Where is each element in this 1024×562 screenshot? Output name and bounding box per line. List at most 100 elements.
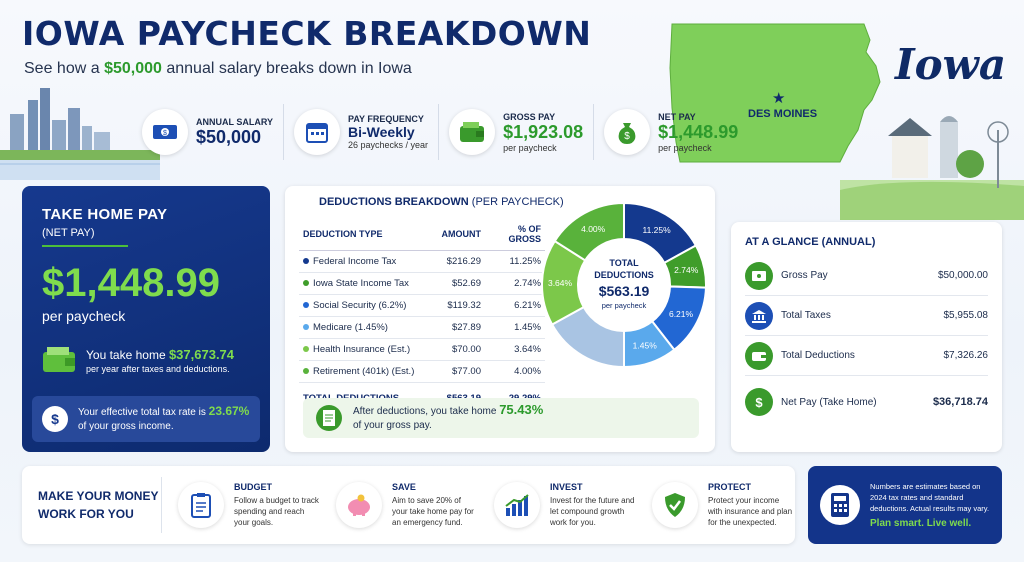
col-amount: AMOUNT xyxy=(437,220,485,251)
tip-desc: Aim to save 20% of your take home pay fo… xyxy=(392,496,474,527)
tip-invest: INVEST Invest for the future and let comp… xyxy=(478,482,636,528)
farm-illustration xyxy=(840,116,1024,220)
after-value: 75.43% xyxy=(499,402,544,417)
stat-value: $1,923.08 xyxy=(503,121,584,142)
disclaimer-card: Numbers are estimates based on 2024 tax … xyxy=(808,466,1002,544)
deductions-donut-chart: 11.25% 2.74% 6.21% 1.45% 3.64% 4.00% TOTAL DEDU… xyxy=(541,201,707,369)
tax-rate-text: Your effective total tax rate is 23.67% … xyxy=(78,404,249,434)
stat-net-pay: $ NET PAY $1,448.99 per paycheck xyxy=(594,104,748,160)
deduction-pct: 1.45% xyxy=(485,316,545,339)
deduction-row: Iowa State Income Tax $52.69 2.74% xyxy=(299,272,545,295)
annual-amount: $37,673.74 xyxy=(168,346,235,362)
glance-heading: AT A GLANCE (ANNUAL) xyxy=(745,236,876,248)
deduction-amount: $70.00 xyxy=(437,338,485,361)
tip-desc: Invest for the future and let compound g… xyxy=(550,496,635,527)
take-home-subheading: (NET PAY) xyxy=(42,227,95,239)
after-prefix: After deductions, you take home xyxy=(353,406,500,417)
money-bag-icon: $ xyxy=(604,109,651,155)
deduction-pct: 3.64% xyxy=(485,338,545,361)
take-home-amount: $1,448.99 xyxy=(42,261,220,305)
cash-icon: $ xyxy=(142,109,188,155)
after-deductions-text: After deductions, you take home 75.43% o… xyxy=(353,403,543,433)
deduction-name: Iowa State Income Tax xyxy=(309,272,437,295)
deduction-row: Federal Income Tax $216.29 11.25% xyxy=(299,250,545,273)
cash-icon xyxy=(745,261,773,290)
deduction-pct: 11.25% xyxy=(485,250,545,273)
tax-rate-box: $ Your effective total tax rate is 23.67… xyxy=(32,396,260,442)
deductions-heading: DEDUCTIONS BREAKDOWN (PER PAYCHECK) xyxy=(319,196,564,208)
svg-text:$: $ xyxy=(624,131,630,142)
wallet-icon xyxy=(745,341,773,370)
tax-rate-prefix: Your effective total tax rate is xyxy=(78,407,209,418)
glance-value: $36,718.74 xyxy=(932,396,988,408)
tip-title: BUDGET xyxy=(234,482,272,492)
dollar-icon: $ xyxy=(42,406,68,432)
glance-row: Gross Pay $50,000.00 xyxy=(745,256,988,296)
donut-center xyxy=(578,239,670,331)
deductions-title: DEDUCTIONS BREAKDOWN xyxy=(319,196,469,208)
tip-title: PROTECT xyxy=(708,482,752,492)
legend-dot xyxy=(299,294,309,317)
glance-label: Total Deductions xyxy=(781,350,855,361)
deduction-pct: 2.74% xyxy=(485,272,545,295)
document-icon xyxy=(316,405,342,431)
growth-chart-icon xyxy=(494,482,540,528)
piggy-bank-icon xyxy=(336,482,382,528)
page-subtitle: See how a $50,000 annual salary breaks d… xyxy=(24,60,412,78)
take-home-per: per paycheck xyxy=(42,308,126,324)
glance-value: $50,000.00 xyxy=(937,270,988,281)
donut-center-sub: per paycheck xyxy=(602,301,647,310)
stat-label: PAY FREQUENCY xyxy=(348,114,424,124)
glance-value: $7,326.26 xyxy=(943,350,989,361)
wallet-icon xyxy=(43,347,75,372)
after-suffix: of your gross pay. xyxy=(353,420,432,431)
deduction-name: Medicare (1.45%) xyxy=(309,316,437,339)
deduction-row: Health Insurance (Est.) $70.00 3.64% xyxy=(299,338,545,361)
take-home-card: TAKE HOME PAY (NET PAY) $1,448.99 per pa… xyxy=(22,186,270,452)
svg-text:$: $ xyxy=(163,130,167,137)
deduction-amount: $27.89 xyxy=(437,316,485,339)
state-script-title: Iowa xyxy=(895,40,1007,89)
donut-center-value: $563.19 xyxy=(599,283,650,299)
subtitle-salary: $50,000 xyxy=(104,60,162,77)
deduction-amount: $52.69 xyxy=(437,272,485,295)
donut-data-label: 2.74% xyxy=(674,265,699,275)
glance-label: Gross Pay xyxy=(781,270,828,281)
stat-label: GROSS PAY xyxy=(503,111,556,122)
glance-row: Total Taxes $5,955.08 xyxy=(745,296,988,336)
glance-row: Total Deductions $7,326.26 xyxy=(745,336,988,376)
shield-icon xyxy=(652,482,698,528)
after-deductions-box: After deductions, you take home 75.43% o… xyxy=(303,398,699,438)
tip-desc: Protect your income with insurance and p… xyxy=(708,496,793,527)
deduction-name: Federal Income Tax xyxy=(309,250,437,273)
tip-budget: BUDGET Follow a budget to track spending … xyxy=(162,482,320,528)
stat-sub: per paycheck xyxy=(503,142,557,153)
tagline: Plan smart. Live well. xyxy=(870,518,972,529)
annual-suffix: per year after taxes and deductions. xyxy=(86,363,230,374)
deduction-pct: 6.21% xyxy=(485,294,545,317)
wallet-icon xyxy=(449,109,496,155)
calculator-icon xyxy=(820,485,860,525)
page-title: IOWA PAYCHECK BREAKDOWN xyxy=(22,14,592,53)
glance-value: $5,955.08 xyxy=(943,310,989,321)
deduction-amount: $119.32 xyxy=(437,294,485,317)
clipboard-icon xyxy=(178,482,224,528)
annual-prefix: You take home xyxy=(86,347,169,362)
stat-value: Bi-Weekly xyxy=(348,124,415,140)
stat-pay-frequency: PAY FREQUENCY Bi-Weekly 26 paychecks / y… xyxy=(284,104,440,160)
annual-take-home-line: You take home $37,673.74 xyxy=(86,347,234,362)
glance-label: Total Taxes xyxy=(781,310,831,321)
deduction-row: Social Security (6.2%) $119.32 6.21% xyxy=(299,294,545,317)
annual-take-home: You take home $37,673.74 per year after … xyxy=(42,346,250,374)
tip-title: SAVE xyxy=(392,482,416,492)
tips-bar: MAKE YOUR MONEY WORK FOR YOU BUDGET Follo… xyxy=(22,466,795,544)
glance-label: Net Pay (Take Home) xyxy=(781,396,877,408)
capital-label: DES MOINES xyxy=(748,108,818,120)
tip-title: INVEST xyxy=(550,482,583,492)
legend-dot xyxy=(299,250,309,273)
stat-sub: 26 paychecks / year xyxy=(348,140,429,150)
donut-data-label: 1.45% xyxy=(633,341,658,351)
capital-star-icon: ★ xyxy=(772,90,786,107)
tip-save: SAVE Aim to save 20% of your take home pa… xyxy=(320,482,478,528)
deduction-amount: $216.29 xyxy=(437,250,485,273)
